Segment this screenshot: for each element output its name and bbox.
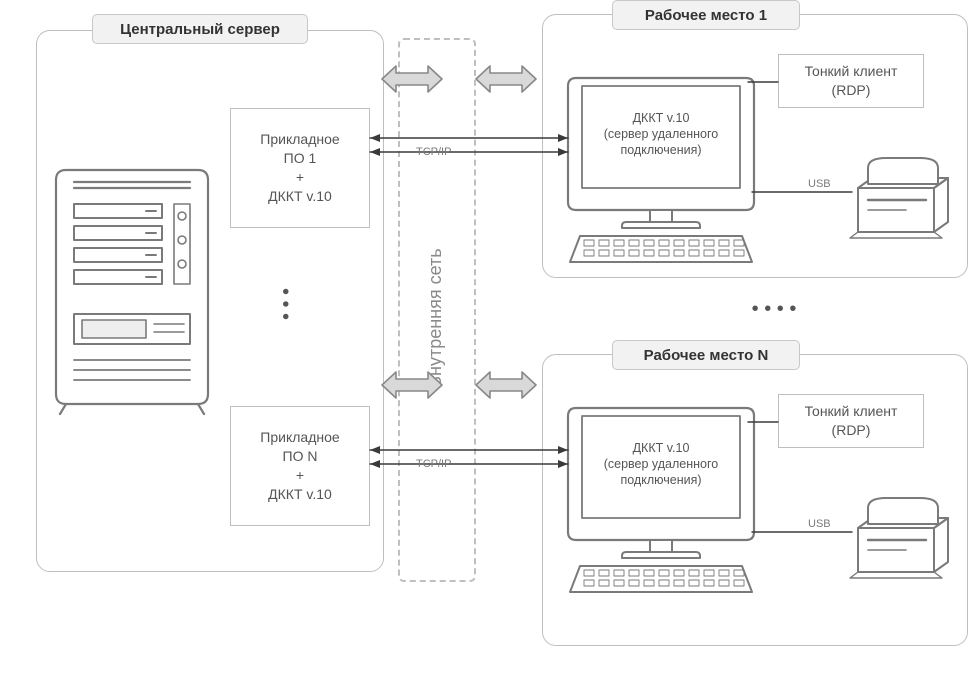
tcpip-label: TCP/IP — [416, 146, 451, 158]
connection-lines — [0, 0, 979, 677]
usb-label: USB — [808, 178, 831, 190]
tcpip-label: TCP/IP — [416, 458, 451, 470]
ellipsis-icon: • • • • — [734, 298, 814, 318]
ellipsis-icon: • • • — [276, 264, 296, 344]
usb-label: USB — [808, 518, 831, 530]
